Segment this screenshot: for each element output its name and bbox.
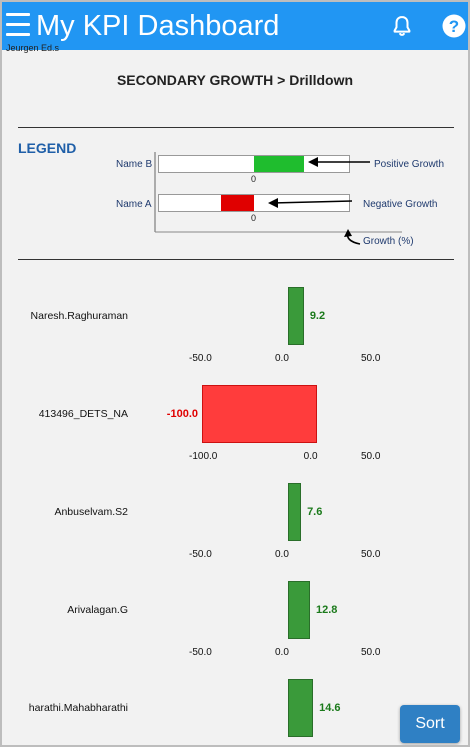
legend-name-a: Name A	[116, 199, 152, 210]
app-title: My KPI Dashboard	[36, 10, 280, 42]
legend-note-negative: Negative Growth	[363, 199, 438, 210]
legend-zero-b: 0	[251, 174, 257, 184]
bar-value-label: 7.6	[307, 506, 323, 518]
legend-bar-box-a	[158, 194, 350, 212]
divider-bottom	[18, 259, 454, 260]
legend-name-b: Name B	[116, 159, 153, 170]
axis-tick-label: -50.0	[189, 549, 212, 560]
axis-tick-label: -100.0	[189, 451, 218, 462]
bell-icon[interactable]	[390, 14, 414, 38]
svg-text:?: ?	[449, 17, 459, 36]
bar-value-label: -100.0	[166, 408, 198, 420]
growth-bar[interactable]	[288, 679, 314, 737]
page-title: SECONDARY GROWTH > Drilldown	[116, 72, 354, 88]
bar-value-label: 14.6	[319, 702, 341, 714]
axis-tick-label: 0.0	[275, 647, 289, 658]
axis-tick-label: 50.0	[361, 647, 381, 658]
legend-axis-note: Growth (%)	[363, 236, 414, 247]
axis-tick-label: -50.0	[189, 353, 212, 364]
growth-bar[interactable]	[288, 483, 302, 541]
legend-bar-box-b	[158, 155, 350, 173]
axis-tick-label: 0.0	[303, 451, 318, 462]
bar-value-label: 9.2	[309, 310, 326, 322]
axis-tick-label: 0.0	[275, 549, 289, 560]
sort-button[interactable]: Sort	[400, 705, 460, 743]
menu-icon[interactable]	[6, 13, 30, 37]
row-name: Arivalagan.G	[67, 604, 128, 616]
legend-zero-a: 0	[251, 213, 257, 223]
legend-positive-bar	[254, 156, 304, 172]
row-name: Anbuselvam.S2	[54, 506, 128, 518]
help-icon[interactable]: ?	[442, 14, 466, 38]
legend-title: LEGEND	[18, 140, 77, 156]
row-name: 413496_DETS_NA	[38, 408, 128, 420]
row-name: harathi.Mahabharathi	[28, 702, 128, 714]
axis-tick-label: 50.0	[361, 353, 381, 364]
axis-tick-label: 50.0	[361, 549, 381, 560]
axis-tick-label: 50.0	[361, 451, 381, 462]
growth-bar[interactable]	[288, 581, 311, 639]
divider-top	[18, 127, 454, 128]
row-name: Naresh.Raghuraman	[30, 310, 128, 322]
growth-bar[interactable]	[288, 287, 304, 345]
header-subtitle: Jeurgen Ed.s	[6, 43, 60, 53]
legend-note-positive: Positive Growth	[374, 159, 445, 170]
app-bar: My KPI Dashboard ?	[2, 2, 468, 50]
bar-value-label: 12.8	[316, 604, 338, 616]
axis-tick-label: 0.0	[275, 353, 289, 364]
axis-tick-label: -50.0	[189, 647, 212, 658]
growth-bar[interactable]	[202, 385, 317, 443]
legend-negative-bar	[221, 195, 254, 211]
